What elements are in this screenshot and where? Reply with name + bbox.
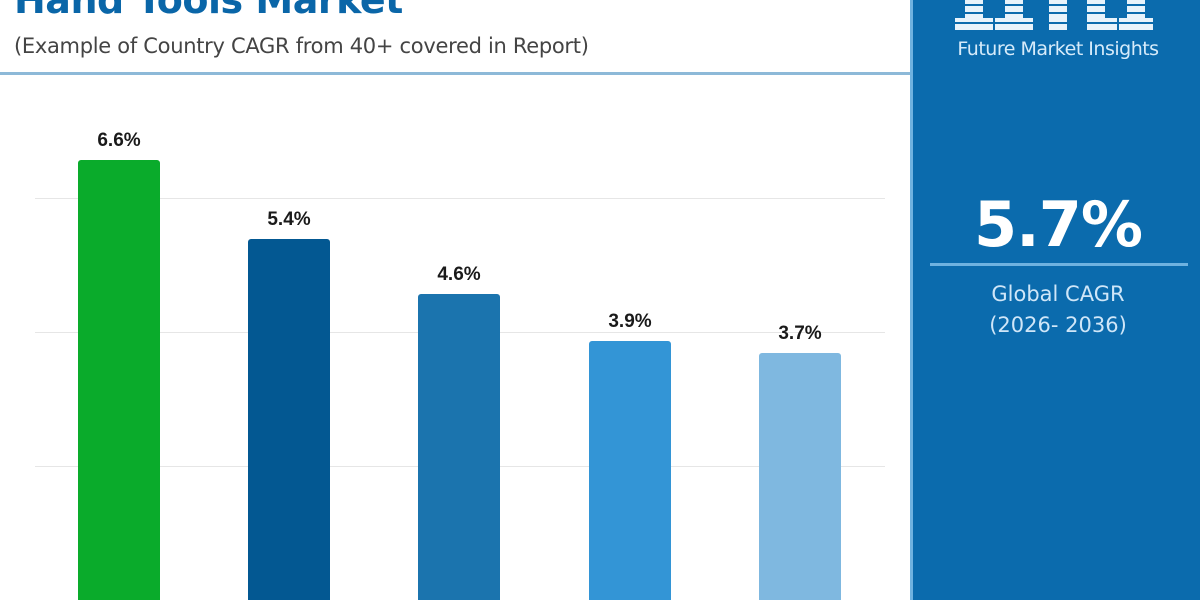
brand-name: Future Market Insights [957, 38, 1159, 60]
global-cagr-period: (2026- 2036) [989, 313, 1127, 337]
bar-1 [78, 160, 160, 600]
bar-label: 4.6% [437, 264, 481, 285]
gridline [35, 198, 885, 199]
page-title: Hand Tools Market [14, 0, 403, 22]
chart-panel: Hand Tools Market (Example of Country CA… [0, 0, 910, 600]
value-divider [930, 263, 1188, 266]
header-divider [0, 72, 910, 75]
global-cagr-label: Global CAGR [991, 282, 1125, 306]
bar-2 [248, 239, 330, 600]
global-cagr-value: 5.7% [974, 188, 1143, 261]
bar-3 [418, 294, 500, 600]
bar-5 [759, 353, 841, 600]
fmi-logo-icon [953, 0, 1163, 30]
bar-label: 5.4% [267, 209, 311, 230]
summary-panel: Future Market Insights 5.7% Global CAGR … [910, 0, 1200, 600]
bar-label: 3.7% [778, 323, 822, 344]
page-subtitle: (Example of Country CAGR from 40+ covere… [14, 34, 589, 58]
bar-4 [589, 341, 671, 600]
bar-label: 3.9% [608, 311, 652, 332]
bar-label: 6.6% [97, 130, 141, 151]
